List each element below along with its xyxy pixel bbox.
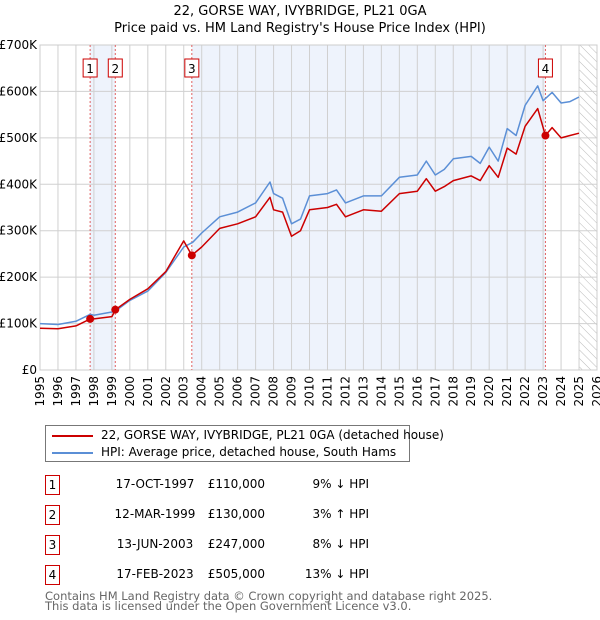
hpi-diff: 3% ↑ HPI [312, 507, 369, 521]
x-tick-label: 2013 [356, 376, 370, 407]
transaction-row: 1 17-OCT-1997 £110,000 9% ↓ HPI [45, 475, 375, 495]
x-tick-label: 2024 [554, 376, 568, 407]
sale-marker-label: 2 [111, 62, 119, 76]
x-tick-label: 2026 [590, 376, 600, 407]
shaded-range [191, 45, 546, 370]
sale-point [541, 131, 550, 140]
y-tick-label: £300K [0, 224, 38, 238]
sale-marker-box [537, 58, 553, 78]
x-tick-label: 2007 [249, 376, 263, 407]
sale-point [111, 305, 120, 314]
plot-border [39, 44, 598, 371]
x-tick-label: 2015 [392, 376, 406, 407]
x-tick-label: 1996 [51, 376, 65, 407]
y-tick-label: £0 [22, 363, 37, 377]
x-tick-label: 2012 [338, 376, 352, 407]
x-tick-label: 2021 [500, 376, 514, 407]
x-tick-label: 2016 [410, 376, 424, 407]
x-tick-label: 2014 [374, 376, 388, 407]
sale-marker-label: 4 [542, 62, 550, 76]
footer-licence: This data is licensed under the Open Gov… [45, 599, 412, 613]
sale-price: £247,000 [207, 537, 265, 551]
x-tick-label: 2023 [536, 376, 550, 407]
x-tick-label: 1998 [87, 376, 101, 407]
x-tick-label: 2001 [141, 376, 155, 407]
sale-marker-box [82, 58, 98, 78]
x-tick-label: 1999 [105, 376, 119, 407]
sale-date: 17-OCT-1997 [115, 477, 195, 491]
sale-date: 12-MAR-1999 [114, 507, 196, 521]
transaction-row: 3 13-JUN-2003 £247,000 8% ↓ HPI [45, 535, 375, 555]
sale-marker-label: 3 [188, 62, 196, 76]
x-tick-label: 2009 [285, 376, 299, 407]
y-tick-label: £500K [0, 131, 38, 145]
sale-point [187, 251, 196, 260]
x-tick-label: 2006 [231, 376, 245, 407]
x-tick-label: 2003 [177, 376, 191, 407]
x-tick-label: 2018 [446, 376, 460, 407]
forecast-hatch [579, 45, 597, 370]
hpi-line [39, 85, 580, 326]
x-tick-label: 2005 [213, 376, 227, 407]
chart-title: 22, GORSE WAY, IVYBRIDGE, PL21 0GA [173, 4, 427, 19]
sale-point [86, 314, 95, 323]
x-tick-label: 2019 [464, 376, 478, 407]
legend: 22, GORSE WAY, IVYBRIDGE, PL21 0GA (deta… [45, 425, 444, 462]
x-tick-label: 2022 [518, 376, 532, 407]
sale-marker-box [184, 58, 200, 78]
y-tick-label: £400K [0, 177, 38, 191]
sale-price: £505,000 [207, 567, 265, 581]
sale-marker-label: 2 [45, 505, 60, 525]
x-tick-label: 2020 [482, 376, 496, 407]
y-tick-label: £200K [0, 270, 38, 284]
x-tick-label: 2011 [320, 376, 334, 407]
sale-date: 13-JUN-2003 [116, 537, 194, 551]
x-tick-label: 2025 [572, 376, 586, 407]
x-tick-label: 2004 [195, 376, 209, 407]
price-line [39, 107, 580, 330]
sale-marker-label: 3 [45, 535, 60, 555]
hpi-diff: 8% ↓ HPI [312, 537, 369, 551]
footer-copyright: Contains HM Land Registry data © Crown c… [45, 589, 493, 603]
sale-marker-box [107, 58, 123, 78]
x-tick-label: 2010 [303, 376, 317, 407]
y-tick-label: £100K [0, 317, 38, 331]
transaction-row: 4 17-FEB-2023 £505,000 13% ↓ HPI [45, 565, 375, 585]
x-tick-label: 1995 [33, 376, 47, 407]
sale-price: £110,000 [207, 477, 265, 491]
hpi-diff: 13% ↓ HPI [304, 567, 369, 581]
sale-marker-label: 4 [45, 565, 60, 585]
hpi-diff: 9% ↓ HPI [312, 477, 369, 491]
x-tick-label: 2017 [428, 376, 442, 407]
x-tick-label: 2000 [123, 376, 137, 407]
transaction-row: 2 12-MAR-1999 £130,000 3% ↑ HPI [45, 505, 375, 525]
sale-price: £130,000 [207, 507, 265, 521]
x-tick-label: 1997 [69, 376, 83, 407]
chart-subtitle: Price paid vs. HM Land Registry's House … [114, 21, 486, 36]
y-tick-label: £700K [0, 38, 38, 52]
x-tick-label: 2002 [159, 376, 173, 407]
sale-marker-label: 1 [86, 62, 94, 76]
y-tick-label: £600K [0, 84, 38, 98]
chart: 1995 1996 1997 1998 1999 2000 2001 2002 2003 2004… [0, 38, 600, 407]
sale-date: 17-FEB-2023 [116, 567, 194, 581]
sale-marker-label: 1 [45, 475, 60, 495]
x-tick-label: 2008 [267, 376, 281, 407]
